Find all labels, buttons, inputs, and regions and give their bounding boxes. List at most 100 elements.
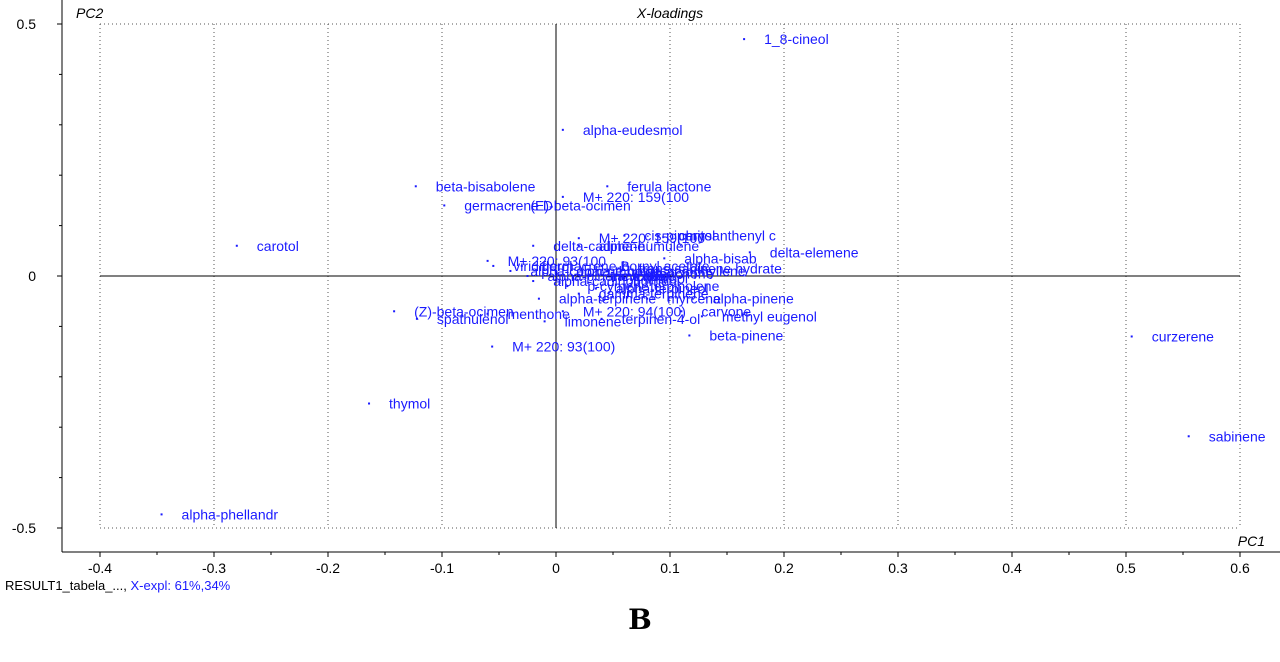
point-label: M+ 220: 94(100) [583, 303, 686, 319]
data-point [657, 234, 660, 237]
x-tick-label: 0.3 [888, 560, 908, 576]
point-label: germacrene B [542, 258, 630, 274]
data-point [623, 277, 626, 280]
x-tick-label: -0.1 [430, 560, 454, 576]
data-point [491, 345, 494, 348]
data-point [1187, 435, 1190, 438]
point-label: beta-caryophyllene [627, 263, 746, 279]
data-point [617, 267, 620, 270]
data-point [589, 275, 592, 277]
x-tick-label: -0.3 [202, 560, 226, 576]
plot-footer: RESULT1_tabela_..., X-expl: 61%,34% [5, 578, 230, 593]
x-tick-label: 0.4 [1002, 560, 1022, 576]
data-point [600, 317, 603, 320]
data-point [368, 402, 371, 405]
data-point [634, 272, 637, 275]
data-point [561, 310, 564, 313]
data-point [577, 244, 580, 247]
data-point [414, 185, 417, 188]
data-point [235, 244, 238, 247]
point-label: alpha-thujene [576, 263, 661, 279]
point-label: delta-elemene [770, 244, 859, 260]
point-label: bornyl acetate [622, 258, 710, 274]
data-point [577, 292, 580, 295]
point-label: thymol [389, 396, 430, 412]
data-point [486, 259, 489, 262]
data-point [623, 234, 626, 237]
point-label: alpha-copaene [530, 263, 623, 279]
x-tick-label: 0.5 [1116, 560, 1136, 576]
point-label: delta-cadinene [553, 238, 645, 254]
chart-title: X-loadings [636, 5, 703, 21]
x-tick-label: 0.1 [660, 560, 680, 576]
point-label: tricyclene [610, 268, 669, 284]
data-point [594, 287, 597, 290]
data-point [520, 264, 523, 267]
data-point [743, 38, 746, 41]
point-label: 1_8-cineol [764, 31, 829, 47]
point-label: alpha-eudesmol [583, 122, 683, 138]
data-point [561, 128, 564, 131]
point-label: gamma-terpinene [599, 286, 709, 302]
point-label: myrcene [667, 291, 721, 307]
data-point [688, 334, 691, 337]
explained-variance: X-expl: 61%,34% [130, 578, 231, 593]
point-label: limonene [565, 313, 622, 329]
point-label: chrysanthenyl c [679, 228, 776, 244]
data-point [606, 185, 609, 188]
data-point [160, 513, 163, 516]
point-label: alpha-bisab [684, 250, 757, 266]
point-label: M+ 220: 93(100 [508, 253, 607, 269]
point-label: curzerene [1152, 328, 1214, 344]
point-label: trans-sabinene hydrate [639, 260, 782, 276]
data-point [532, 280, 535, 283]
point-label: terpinolene [650, 278, 719, 294]
data-point [1130, 335, 1133, 338]
point-label: germacrene D [464, 197, 553, 213]
point-label: alpha-cadinol [553, 273, 636, 289]
result-name: RESULT1_tabela_..., [5, 578, 127, 593]
point-label: alpha-pinene oxide [548, 268, 667, 284]
point-label: carvone [701, 303, 751, 319]
loadings-plot: -0.4 -0.3 -0.2 -0.1 0 0.1 0.2 0.3 0.4 0.5 0.6 0.5 0 -… [12, 0, 1280, 576]
point-label: alpha-pinene [713, 291, 794, 307]
x-tick-label: -0.2 [316, 560, 340, 576]
data-point [577, 237, 580, 240]
point-label: (E)-beta-ocimen [530, 197, 630, 213]
y-tick-label: 0.5 [17, 16, 37, 32]
point-label: alpha-phellandr [182, 506, 279, 522]
panel-letter: B [628, 603, 652, 636]
point-label: camphene [610, 268, 676, 284]
point-label: alpha-terpinene [559, 291, 657, 307]
point-label: terpinen-4-ol [622, 311, 701, 327]
x-tick-label: 0.6 [1230, 560, 1250, 576]
data-point [612, 280, 614, 283]
data-points: 1_8-cineol alpha-eudesmol beta-bisabolene f… [160, 31, 1266, 522]
data-point [443, 204, 446, 207]
data-point [646, 297, 649, 300]
point-label: alpha-terpineol [616, 281, 709, 297]
data-point [600, 264, 603, 267]
data-point [509, 269, 512, 272]
data-point [691, 297, 694, 300]
data-point [393, 310, 396, 313]
data-point [415, 317, 418, 320]
data-point [492, 264, 495, 267]
point-label: (Z)-beta-ocimen [414, 303, 514, 319]
data-point [543, 320, 546, 323]
point-label: beta-pinene [709, 327, 783, 343]
data-point [526, 275, 529, 277]
data-point [555, 269, 557, 272]
point-label: cis-piperitol [644, 228, 715, 244]
point-label: viridiflorol [513, 258, 572, 274]
point-label: p-cymene [587, 278, 649, 294]
data-point [629, 285, 632, 288]
data-point [700, 315, 703, 318]
x-axis-label: PC1 [1238, 533, 1265, 549]
x-tick-label: 0.2 [774, 560, 794, 576]
data-point [486, 312, 489, 315]
data-point [566, 285, 569, 288]
data-point [680, 310, 683, 313]
y-tick-label: -0.5 [12, 520, 36, 536]
x-tick-label: 0 [552, 560, 560, 576]
